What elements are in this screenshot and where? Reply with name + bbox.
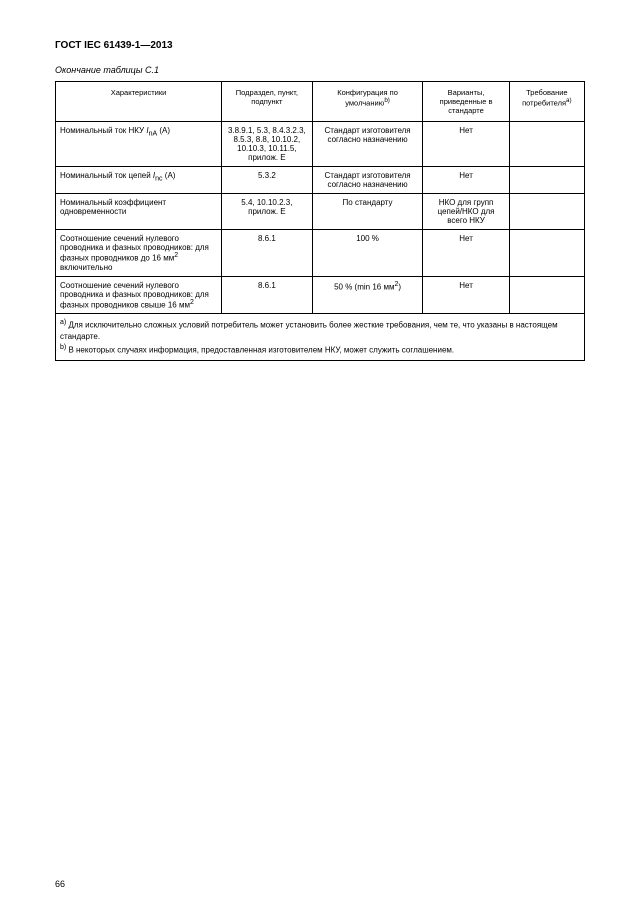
col-header-default-config: Конфигурация по умолчаниюb) (312, 82, 423, 122)
cell-requirement (509, 194, 584, 230)
cell-text: (A) (157, 126, 170, 135)
cell-text: Соотношение сечений нулевого проводника … (60, 281, 209, 310)
cell-sub: nc (155, 176, 162, 183)
page-number: 66 (55, 879, 65, 889)
characteristics-table: Характеристики Подраздел, пункт, подпунк… (55, 81, 585, 361)
cell-requirement (509, 276, 584, 314)
table-header-row: Характеристики Подраздел, пункт, подпунк… (56, 82, 585, 122)
table-footnotes-row: a) Для исключительно сложных условий пот… (56, 314, 585, 361)
cell-text: 50 % (min 16 мм (334, 282, 394, 291)
cell-default: По стандарту (312, 194, 423, 230)
cell-characteristic: Номинальный ток цепей Inc (A) (56, 167, 222, 194)
table-row: Номинальный коэффициент одновременности … (56, 194, 585, 230)
col-header-subsection: Подраздел, пункт, подпункт (222, 82, 313, 122)
col-header-variants: Варианты, приведенные в стандарте (423, 82, 509, 122)
cell-subsection: 8.6.1 (222, 276, 313, 314)
cell-variants: Нет (423, 167, 509, 194)
cell-text: (A) (163, 171, 176, 180)
footnote-a: a) Для исключительно сложных условий пот… (60, 318, 580, 342)
cell-text: включительно (60, 263, 112, 272)
cell-requirement (509, 122, 584, 167)
cell-sup: 2 (190, 299, 194, 306)
col-header-requirement-text: Требование потребителя (522, 88, 568, 108)
cell-requirement (509, 230, 584, 277)
cell-requirement (509, 167, 584, 194)
cell-subsection: 3.8.9.1, 5.3, 8.4.3.2.3, 8.5.3, 8.8, 10.… (222, 122, 313, 167)
cell-variants: Нет (423, 122, 509, 167)
table-row: Соотношение сечений нулевого проводника … (56, 230, 585, 277)
col-header-sup-a: a) (566, 97, 572, 104)
cell-characteristic: Соотношение сечений нулевого проводника … (56, 276, 222, 314)
cell-variants: Нет (423, 230, 509, 277)
col-header-sup-b: b) (384, 97, 390, 104)
cell-default: Стандарт изготовителя согласно назначени… (312, 167, 423, 194)
cell-text: Номинальный ток НКУ (60, 126, 146, 135)
table-row: Номинальный ток цепей Inc (A) 5.3.2 Стан… (56, 167, 585, 194)
table-row: Номинальный ток НКУ InA (A) 3.8.9.1, 5.3… (56, 122, 585, 167)
col-header-characteristics: Характеристики (56, 82, 222, 122)
footnotes-cell: a) Для исключительно сложных условий пот… (56, 314, 585, 361)
table-caption: Окончание таблицы С.1 (55, 65, 585, 75)
cell-sup: 2 (174, 252, 178, 259)
footnote-a-text: Для исключительно сложных условий потреб… (60, 321, 558, 341)
footnote-b: b) В некоторых случаях информация, предо… (60, 343, 580, 356)
page: ГОСТ IEC 61439-1—2013 Окончание таблицы … (0, 0, 630, 913)
cell-default: Стандарт изготовителя согласно назначени… (312, 122, 423, 167)
footnote-b-text: В некоторых случаях информация, предоста… (66, 345, 454, 354)
cell-subsection: 8.6.1 (222, 230, 313, 277)
cell-characteristic: Номинальный коэффициент одновременности (56, 194, 222, 230)
cell-text: Соотношение сечений нулевого проводника … (60, 234, 209, 263)
cell-text: Номинальный ток цепей (60, 171, 153, 180)
cell-default: 100 % (312, 230, 423, 277)
cell-text: ) (398, 282, 401, 291)
col-header-requirement: Требование потребителяa) (509, 82, 584, 122)
document-header: ГОСТ IEC 61439-1—2013 (55, 40, 585, 51)
table-row: Соотношение сечений нулевого проводника … (56, 276, 585, 314)
cell-subsection: 5.4, 10.10.2.3, прилож. E (222, 194, 313, 230)
cell-sub: nA (149, 131, 158, 138)
cell-variants: НКО для групп цепей/НКО для всего НКУ (423, 194, 509, 230)
cell-default: 50 % (min 16 мм2) (312, 276, 423, 314)
cell-characteristic: Номинальный ток НКУ InA (A) (56, 122, 222, 167)
cell-characteristic: Соотношение сечений нулевого проводника … (56, 230, 222, 277)
cell-variants: Нет (423, 276, 509, 314)
cell-subsection: 5.3.2 (222, 167, 313, 194)
